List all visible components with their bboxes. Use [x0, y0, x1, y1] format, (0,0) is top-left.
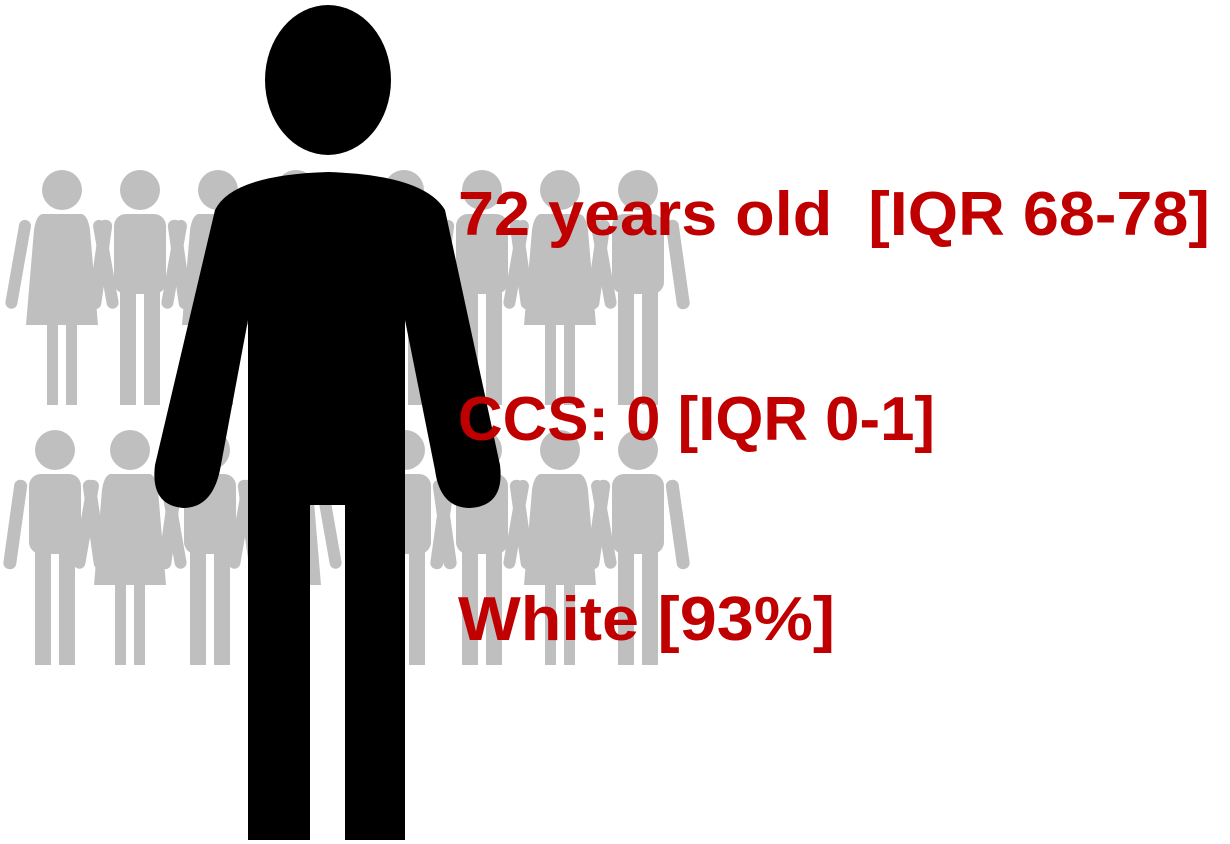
stat-ccs: CCS: 0 [IQR 0-1] [458, 385, 935, 454]
person-icon [88, 170, 193, 405]
main-person [154, 5, 500, 840]
stat-age: 72 years old [IQR 68-78] [458, 180, 1210, 249]
stat-race: White [93%] [458, 585, 835, 654]
page: 72 years old [IQR 68-78] CCS: 0 [IQR 0-1… [0, 0, 1230, 844]
infographic: 72 years old [IQR 68-78] CCS: 0 [IQR 0-1… [0, 0, 1230, 844]
person-icon [3, 430, 108, 665]
head [265, 5, 391, 155]
